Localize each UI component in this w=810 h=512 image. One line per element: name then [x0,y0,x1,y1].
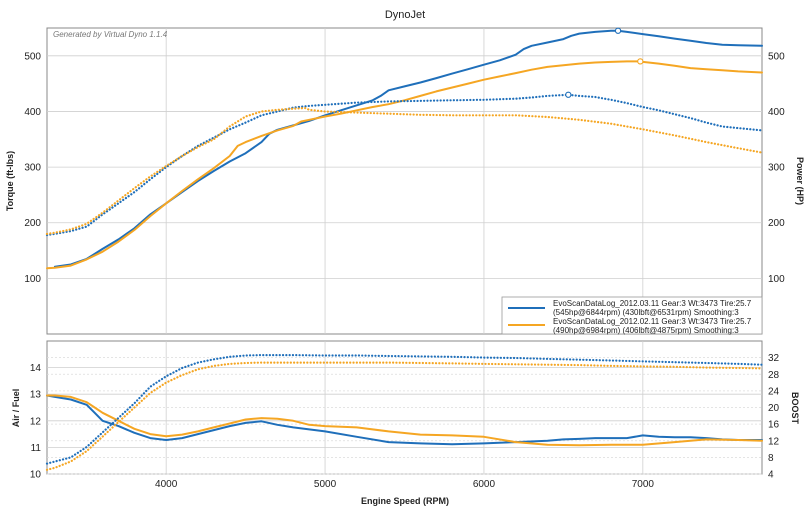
power-tick-label: 300 [768,163,785,174]
power-tick-label: 200 [768,218,785,229]
boost-tick-label: 8 [768,453,774,464]
legend-label-1-line2: (545hp@6844rpm) (430lbft@6531rpm) Smooth… [553,308,739,317]
torque-tick-label: 500 [24,51,41,62]
series-torque-2012-02-11 [45,106,764,235]
series-afr-2012-02-11 [46,394,763,447]
air-fuel-tick-label: 12 [30,416,42,427]
rpm-tick-label: 5000 [314,479,337,490]
air-fuel-tick-label: 13 [30,390,42,401]
torque-tick-label: 400 [24,107,41,118]
peak-marker [565,91,572,98]
air-fuel-axis-label: Air / Fuel [11,389,21,428]
afr-boost-grid [47,341,762,475]
torque-tick-label: 100 [24,274,41,285]
torque-power-ticks: 100 100 200 200 300 300 400 400 500 500 [24,51,785,285]
boost-tick-label: 24 [768,386,780,397]
legend-label-2-line2: (490hp@6984rpm) (406lbft@4875rpm) Smooth… [553,326,739,335]
legend: EvoScanDataLog_2012.03.11 Gear:3 Wt:3473… [501,296,763,335]
chart-title: DynoJet [385,9,425,21]
series-boost-2012-02-11 [45,361,764,471]
legend-label-1-line1: EvoScanDataLog_2012.03.11 Gear:3 Wt:3473… [553,299,752,308]
series-boost-2012-03-11 [45,354,764,465]
legend-label-2-line1: EvoScanDataLog_2012.02.11 Gear:3 Wt:3473… [553,317,752,326]
rpm-tick-label: 7000 [632,479,655,490]
air-fuel-tick-label: 10 [30,470,42,481]
afr-boost-series [45,354,764,471]
boost-tick-label: 16 [768,420,780,431]
torque-power-plot-frame [46,27,763,335]
torque-tick-label: 200 [24,218,41,229]
power-tick-label: 100 [768,274,785,285]
x-axis-label: Engine Speed (RPM) [361,496,449,506]
air-fuel-tick-label: 14 [30,363,42,374]
torque-tick-label: 300 [24,163,41,174]
boost-tick-label: 4 [768,470,774,481]
boost-tick-label: 32 [768,353,780,364]
torque-axis-label: Torque (ft-lbs) [5,151,15,211]
torque-power-series [45,27,764,270]
boost-tick-label: 28 [768,370,780,381]
afr-boost-ticks: 4000 5000 6000 7000 10 11 12 13 14 4 8 12 16 20 24 28 32 [30,353,780,490]
legend-box [501,296,763,335]
peak-marker [614,27,622,34]
watermark: Generated by Virtual Dyno 1.1.4 [53,30,168,39]
power-tick-label: 400 [768,107,785,118]
boost-axis-label: BOOST [790,392,800,425]
power-axis-label: Power (HP) [795,157,805,205]
boost-tick-label: 12 [768,436,780,447]
series-afr-2012-03-11 [46,394,763,446]
boost-tick-label: 20 [768,403,780,414]
peak-marker [637,58,644,65]
rpm-tick-label: 6000 [473,479,496,490]
power-tick-label: 500 [768,51,785,62]
air-fuel-tick-label: 11 [31,443,42,454]
rpm-tick-label: 4000 [155,479,178,490]
series-torque-2012-03-11 [45,93,764,237]
